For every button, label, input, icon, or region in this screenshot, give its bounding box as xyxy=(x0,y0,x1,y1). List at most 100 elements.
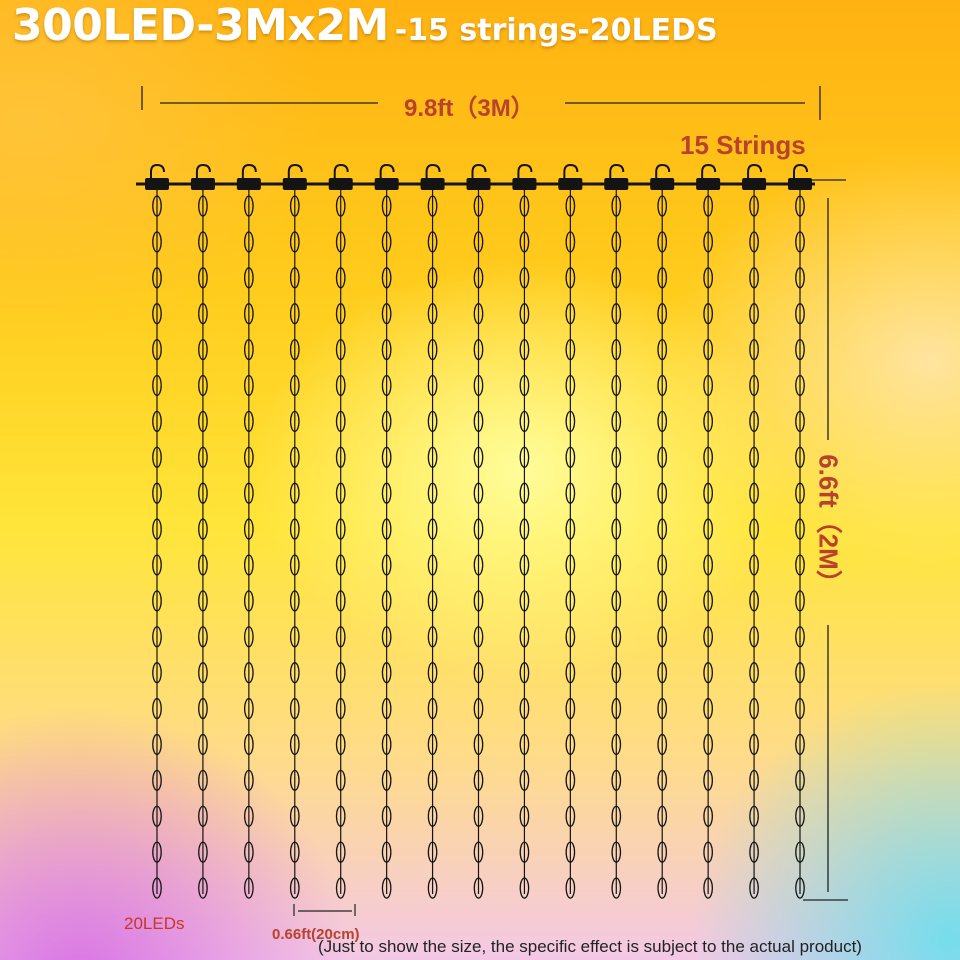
led-bulb xyxy=(427,697,438,720)
led-bulb xyxy=(473,662,484,684)
led-bulb xyxy=(289,195,300,217)
led-bulb xyxy=(519,805,530,827)
led-bulb xyxy=(657,303,668,325)
led-bulb xyxy=(289,267,300,289)
light-string xyxy=(190,163,215,899)
led-bulb xyxy=(611,733,622,756)
led-bulb xyxy=(198,626,208,648)
led-bulb xyxy=(703,590,713,612)
led-bulb xyxy=(519,410,530,433)
led-bulb xyxy=(335,303,346,325)
led-bulb xyxy=(611,195,622,217)
led-bulb xyxy=(427,626,438,648)
led-bulb xyxy=(657,554,668,576)
led-bulb xyxy=(198,482,208,504)
led-bulb xyxy=(289,554,300,576)
led-bulb xyxy=(335,338,346,361)
led-bulb xyxy=(335,733,346,756)
connector-block xyxy=(558,178,583,190)
led-bulb xyxy=(749,626,759,648)
led-bulb xyxy=(152,446,162,468)
led-bulb xyxy=(519,841,530,863)
led-bulb xyxy=(335,554,346,576)
connector-block xyxy=(696,178,721,190)
led-bulb xyxy=(565,769,576,792)
led-bulb xyxy=(565,590,576,612)
led-bulb xyxy=(519,338,530,361)
led-bulb xyxy=(703,626,713,648)
led-bulb xyxy=(795,841,805,863)
led-bulb xyxy=(519,662,530,684)
led-bulb xyxy=(749,590,759,612)
led-bulb xyxy=(473,877,484,899)
led-bulb xyxy=(565,195,576,217)
led-bulb xyxy=(427,195,438,217)
led-bulb xyxy=(335,482,346,504)
led-bulb xyxy=(749,805,759,827)
led-bulb xyxy=(795,769,805,792)
led-bulb xyxy=(795,662,805,684)
led-bulb xyxy=(198,697,208,720)
width-label: 9.8ft（3M） xyxy=(404,95,535,122)
led-bulb xyxy=(289,769,300,792)
led-bulb xyxy=(427,590,438,612)
led-bulb xyxy=(703,841,713,863)
led-bulb xyxy=(198,590,208,612)
led-bulb xyxy=(335,410,346,433)
led-bulb xyxy=(289,338,300,361)
led-bulb xyxy=(703,697,713,720)
led-bulb xyxy=(565,805,576,827)
led-bulb xyxy=(519,877,530,899)
led-bulb xyxy=(244,518,254,540)
led-bulb xyxy=(795,231,805,253)
led-bulb xyxy=(473,410,484,433)
led-bulb xyxy=(657,626,668,648)
hook-icon xyxy=(287,163,303,178)
hook-icon xyxy=(793,163,808,178)
led-bulb xyxy=(611,231,622,253)
led-bulb xyxy=(657,267,668,289)
led-bulb xyxy=(473,195,484,217)
led-bulb xyxy=(795,697,805,720)
led-bulb xyxy=(381,410,392,433)
led-bulb xyxy=(335,805,346,827)
led-bulb xyxy=(611,338,622,361)
led-bulb xyxy=(335,518,346,540)
led-bulb xyxy=(198,195,208,217)
led-bulb xyxy=(381,231,392,253)
led-bulb xyxy=(473,590,484,612)
led-bulb xyxy=(152,195,162,217)
led-bulb xyxy=(565,374,576,397)
led-bulb xyxy=(381,267,392,289)
led-bulb xyxy=(795,518,805,540)
led-bulb xyxy=(381,662,392,684)
led-bulb xyxy=(657,518,668,540)
led-bulb xyxy=(152,769,162,792)
led-bulb xyxy=(335,626,346,648)
led-bulb xyxy=(565,267,576,289)
led-bulb xyxy=(519,769,530,792)
led-bulb xyxy=(427,877,438,899)
led-bulb xyxy=(749,231,759,253)
led-bulb xyxy=(381,482,392,504)
led-bulb xyxy=(427,733,438,756)
led-bulb xyxy=(335,662,346,684)
led-bulb xyxy=(198,841,208,863)
led-bulb xyxy=(244,697,254,720)
led-bulb xyxy=(381,195,392,217)
light-string xyxy=(558,163,583,899)
led-bulb xyxy=(703,303,713,325)
led-bulb xyxy=(657,410,668,433)
led-bulb xyxy=(198,518,208,540)
led-bulb xyxy=(795,877,805,899)
hook-icon xyxy=(517,163,533,178)
led-bulb xyxy=(519,303,530,325)
led-bulb xyxy=(657,482,668,504)
led-bulb xyxy=(611,410,622,433)
light-string xyxy=(650,163,675,899)
led-bulb xyxy=(198,267,208,289)
led-bulb xyxy=(198,374,208,397)
led-bulb xyxy=(335,231,346,253)
led-bulb xyxy=(198,338,208,361)
led-bulb xyxy=(703,231,713,253)
